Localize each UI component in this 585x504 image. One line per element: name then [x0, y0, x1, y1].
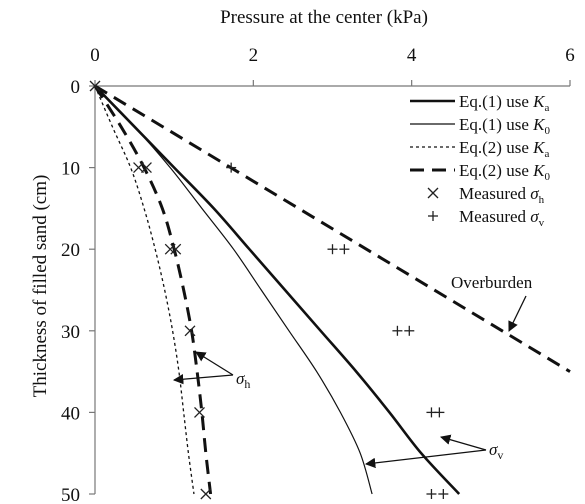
y-tick-label: 50	[61, 485, 80, 504]
y-tick-label: 10	[61, 159, 80, 180]
measured-sigma-h-point	[140, 162, 152, 174]
legend-label: Eq.(2) use Ka	[459, 138, 549, 160]
measured-sigma-h-point	[194, 406, 205, 418]
series-line-eq-1-use-k0	[94, 85, 373, 495]
series-line-overburden	[94, 84, 571, 373]
x-tick-label: 0	[90, 45, 100, 66]
sigma-h-arrow-lower	[172, 374, 234, 385]
measured-sigma-h-point	[184, 325, 196, 337]
axis-ticks: 0 2 4 6 0 10 20 30 40 50	[61, 45, 575, 504]
series-line-eq-2-use-k0	[93, 85, 213, 495]
measured-sigma-v-point	[327, 244, 338, 255]
measured-sigma-h-point	[89, 80, 101, 92]
measured-sigma-h-point	[170, 243, 182, 255]
y-tick-label: 20	[61, 240, 80, 261]
measured-sigma-v-point	[438, 489, 449, 499]
legend-label: Measured σv	[459, 207, 545, 229]
legend-label: Measured σh	[459, 184, 545, 206]
x-axis-title: Pressure at the center (kPa)	[220, 7, 428, 28]
measured-sigma-h-point	[200, 488, 212, 500]
legend-entry: Measured σv	[428, 207, 545, 229]
measured-sigma-v-point	[392, 325, 403, 336]
legend-marker-x	[427, 187, 439, 199]
overburden-annotation: Overburden	[451, 273, 533, 332]
overburden-arrow	[508, 295, 527, 332]
sigma-v-label: σv	[489, 440, 503, 462]
legend-entry: Eq.(2) use Ka	[410, 138, 549, 160]
y-tick-label: 40	[61, 403, 80, 424]
y-axis-title: Thickness of filled sand (cm)	[30, 175, 51, 398]
legend-label: Eq.(1) use Ka	[459, 92, 549, 114]
legend-entry: Eq.(1) use K0	[410, 115, 550, 137]
sigma-v-annotation: σv	[364, 434, 503, 469]
sigma-h-arrow-upper	[195, 351, 234, 376]
measured-sigma-h-point	[133, 162, 145, 174]
sigma-v-arrow-upper	[440, 434, 487, 451]
measured-sigma-v-point	[404, 325, 415, 336]
sigma-h-annotation: σh	[172, 351, 250, 391]
x-tick-label: 4	[407, 45, 417, 66]
measured-sigma-v-point	[434, 407, 445, 418]
series-line-eq-1-use-ka	[94, 85, 461, 495]
series-layer	[93, 84, 571, 495]
overburden-label: Overburden	[451, 273, 533, 292]
marker-layer	[89, 80, 449, 500]
legend-label: Eq.(2) use K0	[459, 161, 550, 183]
x-tick-label: 2	[249, 45, 259, 66]
legend-entry: Eq.(2) use K0	[410, 161, 550, 183]
series-line-eq-2-use-ka	[94, 85, 195, 495]
legend-entry: Eq.(1) use Ka	[410, 92, 549, 114]
sigma-h-label: σh	[236, 369, 250, 391]
measured-sigma-v-point	[339, 244, 350, 255]
y-tick-label: 0	[71, 77, 81, 98]
measured-sigma-v-point	[226, 162, 237, 173]
measured-sigma-h-point	[164, 243, 176, 255]
measured-sigma-v-point	[426, 489, 437, 499]
legend-marker-plus	[428, 211, 438, 221]
legend-entry: Measured σh	[427, 184, 545, 206]
sigma-v-arrow-lower	[364, 449, 487, 469]
legend-label: Eq.(1) use K0	[459, 115, 550, 137]
x-tick-label: 6	[565, 45, 575, 66]
y-tick-label: 30	[61, 322, 80, 343]
